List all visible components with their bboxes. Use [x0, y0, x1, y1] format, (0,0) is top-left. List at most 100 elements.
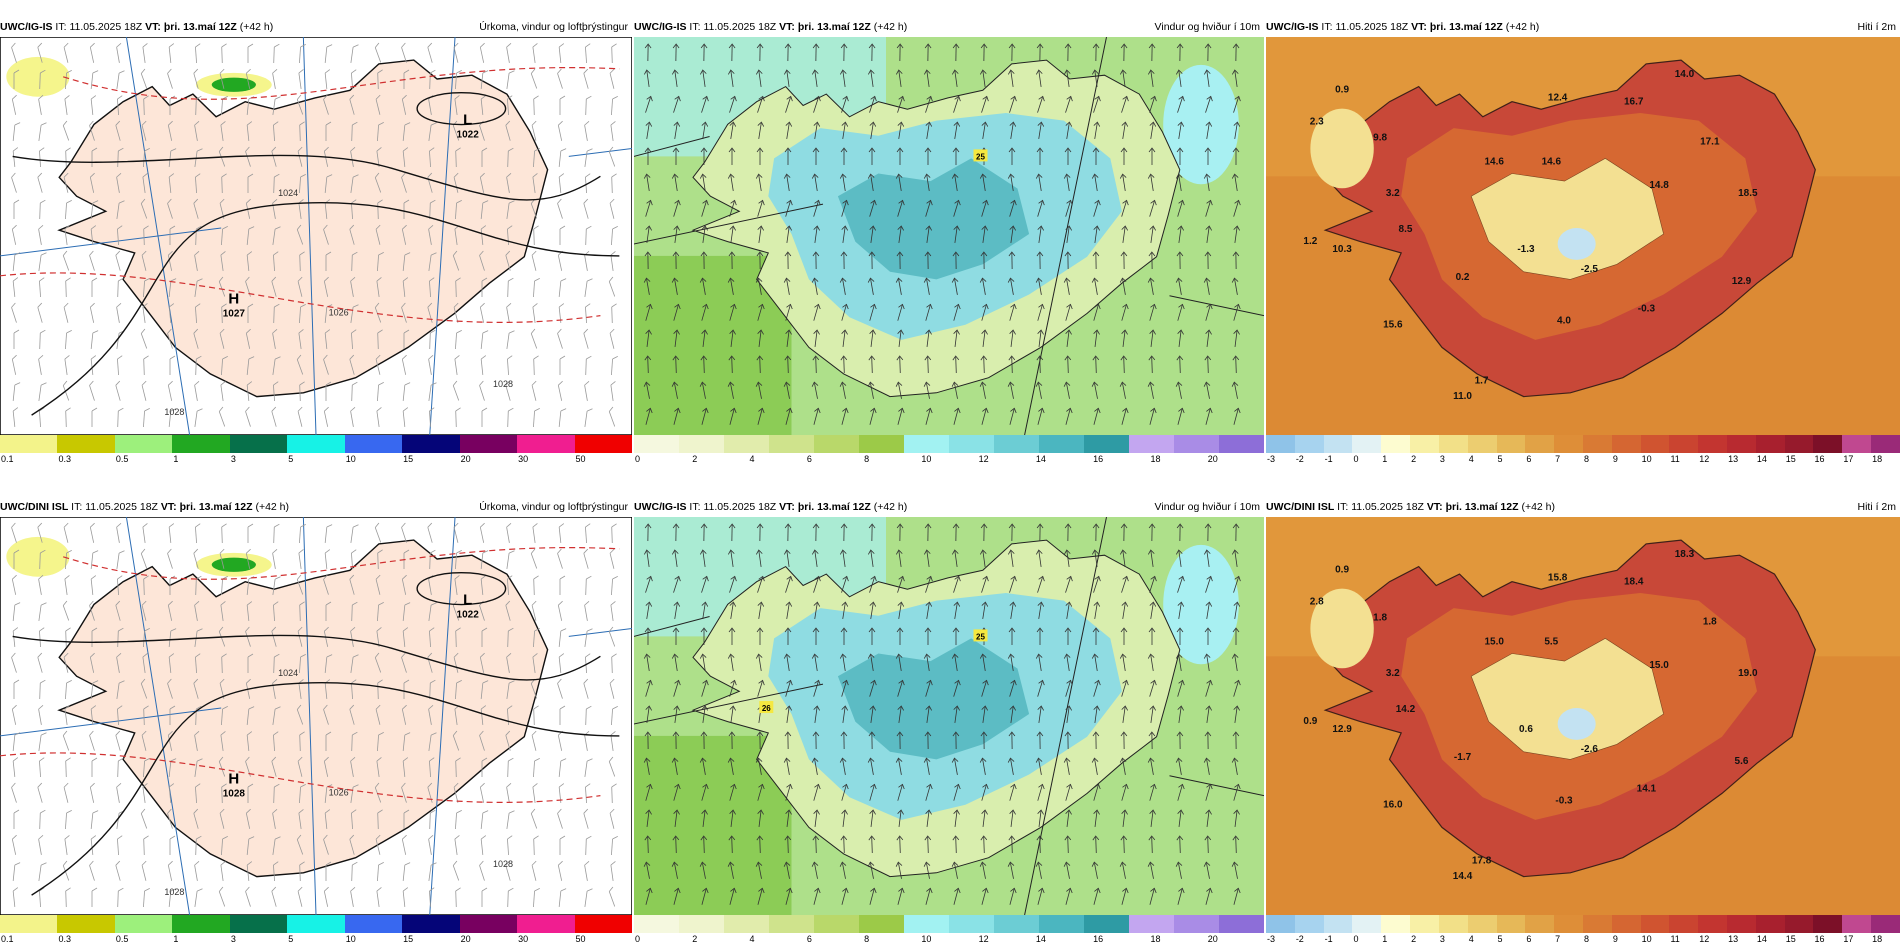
wind-barb [38, 382, 47, 401]
isobar-label: 1024 [278, 668, 298, 678]
wind-arrow [1233, 303, 1241, 321]
temperature-label: 3.2 [1386, 668, 1400, 679]
wind-arrow [924, 523, 932, 542]
wind-arrow [1007, 173, 1015, 191]
wind-barb [12, 862, 21, 881]
wind-arrow [1119, 653, 1127, 671]
wind-arrow [1205, 225, 1213, 243]
scale-swatch [1611, 435, 1641, 453]
wind-barb [167, 380, 173, 401]
wind-arrow [841, 809, 848, 827]
wind-arrow [1176, 43, 1184, 62]
scale-swatch [1698, 435, 1727, 453]
vt-label: VT: [1411, 21, 1427, 33]
scale-swatch [57, 435, 115, 453]
wind-barb [299, 304, 306, 324]
wind-arrow [867, 69, 875, 87]
wind-arrow [756, 43, 764, 62]
wind-barb [273, 251, 279, 272]
wind-barb [506, 42, 512, 63]
grid-line [429, 517, 456, 915]
wind-barb [323, 834, 329, 855]
wind-arrow [1065, 225, 1073, 243]
wind-arrow [1009, 679, 1017, 697]
wind-barbs [11, 522, 618, 908]
wind-barb [350, 146, 356, 167]
wind-arrow [981, 705, 989, 723]
wind-arrow [841, 303, 849, 321]
wind-arrow [1036, 523, 1044, 542]
wind-arrow [925, 783, 933, 801]
scale-swatch [1039, 915, 1084, 933]
scale-tick-label: 15 [1785, 454, 1796, 464]
wind-arrow [952, 627, 960, 645]
vt-label: VT: [145, 21, 161, 33]
wind-arrow [1121, 809, 1128, 827]
wind-arrow [812, 731, 820, 750]
wind-arrow [1177, 679, 1185, 697]
wind-barb [558, 523, 565, 543]
wind-arrow [840, 523, 848, 542]
grid-line [1169, 775, 1264, 797]
vt-label: VT: [779, 21, 795, 33]
wind-barb [89, 860, 95, 881]
scale-swatch [1554, 435, 1583, 453]
wind-arrow [895, 277, 903, 295]
wind-arrow [813, 679, 821, 697]
wind-arrow [1064, 43, 1072, 62]
scale-swatch [859, 915, 904, 933]
wind-barb [506, 302, 512, 323]
wind-barb [350, 44, 359, 63]
wind-barb [558, 653, 565, 673]
isobar-line [416, 572, 507, 606]
wind-arrow [951, 757, 959, 775]
wind-barb [13, 809, 20, 829]
wind-barb [533, 835, 539, 856]
temperature-label: 1.8 [1373, 612, 1387, 623]
wind-arrow [951, 549, 959, 567]
wind-arrow [1205, 121, 1213, 139]
wind-barb [297, 756, 303, 777]
wind-arrow [952, 835, 960, 854]
wind-barb [91, 887, 98, 907]
scale-swatch [1525, 435, 1555, 453]
wind-barb [351, 601, 358, 622]
wind-barb [13, 199, 20, 219]
wind-arrow [1232, 523, 1240, 542]
wind-barb [195, 783, 201, 804]
wind-arrow [701, 601, 709, 619]
scale-swatch [287, 435, 345, 453]
wind-arrow [783, 653, 791, 671]
wind-barb [167, 548, 173, 569]
wind-arrow [813, 809, 820, 827]
scale-swatch [1129, 435, 1174, 453]
wind-barb [194, 758, 203, 777]
wind-arrow [1177, 303, 1185, 321]
scale-tick-label: 5 [1497, 934, 1503, 944]
scale-swatch [57, 915, 115, 933]
scale-swatch [994, 915, 1039, 933]
wind-arrow [1008, 43, 1016, 62]
wind-barb [507, 575, 513, 596]
temperature-label: 14.1 [1637, 784, 1657, 795]
wind-arrow [952, 523, 960, 542]
wind-barb [558, 173, 565, 193]
wind-arrow [1233, 329, 1240, 347]
wind-barb [608, 146, 616, 167]
wind-barb [481, 757, 488, 777]
wind-arrow [1231, 277, 1239, 295]
panel-precip-top: UWC/IG-IS IT: 11.05.2025 18Z VT: þri. 13… [0, 17, 632, 467]
wind-arrow [869, 601, 877, 619]
wind-barb [403, 69, 410, 89]
wind-arrow [840, 251, 848, 270]
wind-arrow [728, 835, 736, 854]
wind-arrow [951, 277, 959, 295]
wind-arrow [785, 407, 793, 425]
wind-arrow [672, 355, 680, 374]
wind-barb [89, 600, 95, 621]
wind-arrow [785, 199, 793, 217]
temperature-label: 17.1 [1700, 136, 1720, 147]
wind-barb [350, 276, 356, 297]
wind-arrow [756, 731, 764, 750]
